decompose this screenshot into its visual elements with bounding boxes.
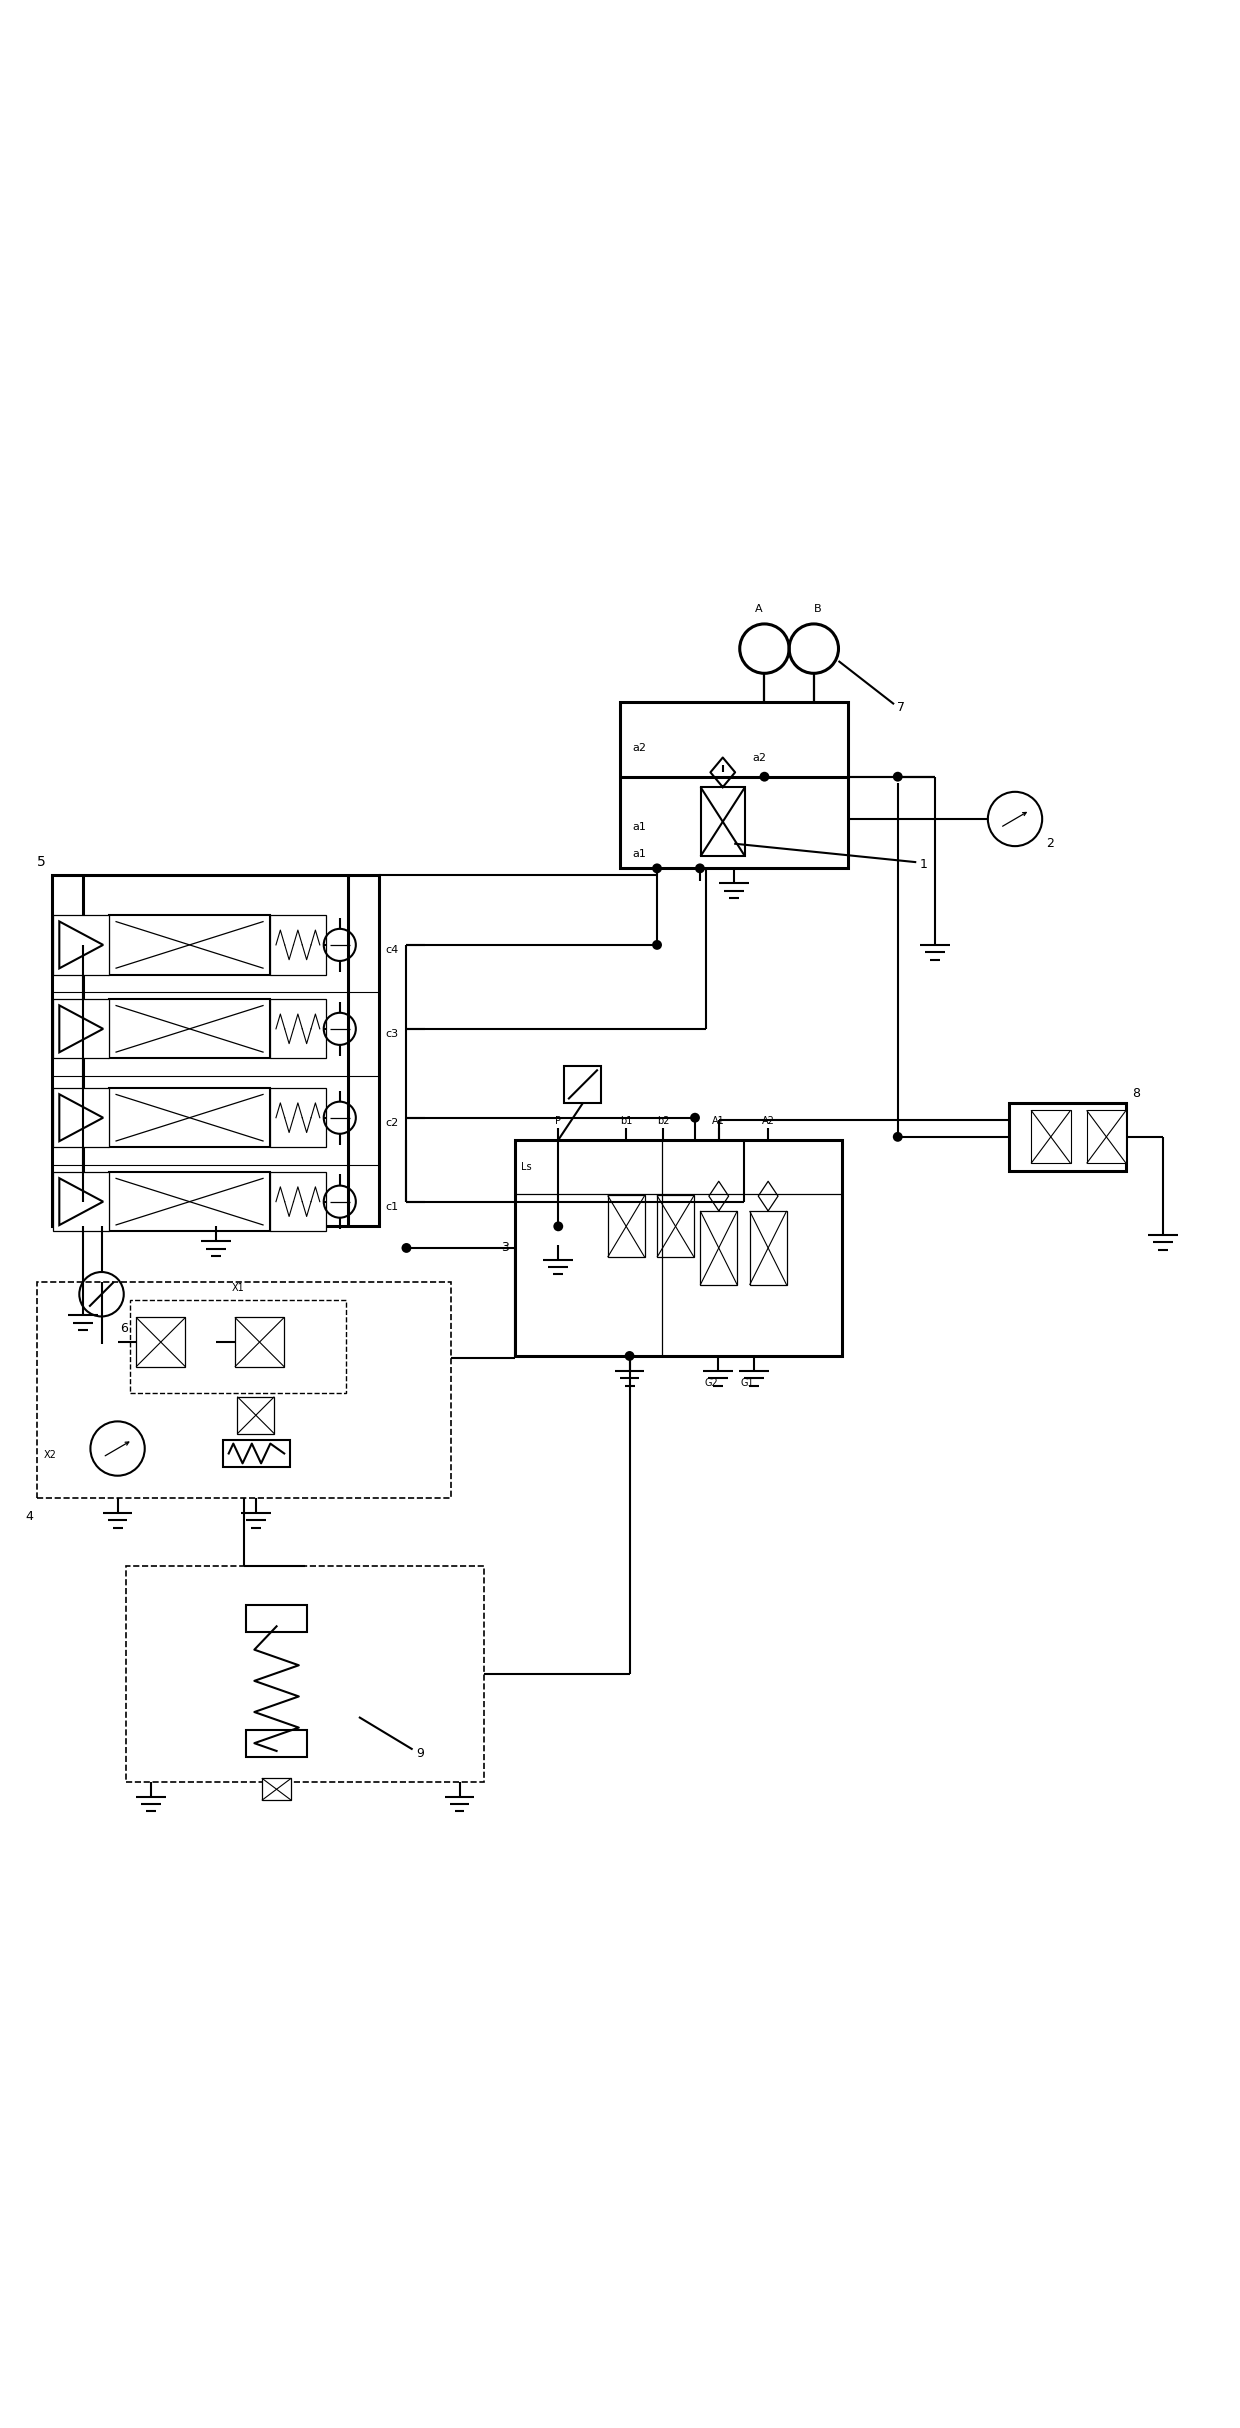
Text: 1: 1 <box>920 857 928 872</box>
Bar <box>262 1777 291 1799</box>
Circle shape <box>652 940 662 949</box>
Bar <box>130 1301 346 1394</box>
Circle shape <box>893 772 903 782</box>
Bar <box>1032 1110 1070 1163</box>
Text: 7: 7 <box>897 702 904 714</box>
Text: 5: 5 <box>37 855 46 869</box>
Text: c2: c2 <box>386 1117 399 1127</box>
Text: c4: c4 <box>386 944 399 954</box>
Bar <box>1086 1110 1126 1163</box>
Bar <box>109 1173 270 1231</box>
Text: A: A <box>754 605 763 614</box>
Text: G1: G1 <box>740 1379 754 1389</box>
Text: a1: a1 <box>632 847 646 860</box>
Circle shape <box>759 772 769 782</box>
Bar <box>222 1440 290 1467</box>
Bar <box>270 1173 326 1231</box>
Bar <box>270 1000 326 1059</box>
Bar <box>109 1000 270 1059</box>
Circle shape <box>689 1112 699 1122</box>
Bar <box>109 915 270 974</box>
Text: 3: 3 <box>501 1241 508 1255</box>
Bar <box>701 1212 738 1284</box>
Text: a1: a1 <box>632 821 646 833</box>
Bar <box>37 1282 451 1498</box>
Text: b2: b2 <box>657 1117 670 1127</box>
Bar <box>53 1088 109 1148</box>
Circle shape <box>694 864 704 874</box>
Bar <box>246 1605 308 1632</box>
Text: A1: A1 <box>713 1117 725 1127</box>
Bar <box>608 1195 645 1258</box>
Text: P: P <box>556 1117 562 1127</box>
Text: 9: 9 <box>417 1748 424 1760</box>
Text: a2: a2 <box>632 743 646 753</box>
Bar <box>515 1139 842 1355</box>
Circle shape <box>553 1221 563 1231</box>
Text: a2: a2 <box>753 753 766 762</box>
Bar <box>246 1731 308 1758</box>
Bar <box>270 915 326 974</box>
Bar <box>53 915 109 974</box>
Bar <box>701 787 745 857</box>
Text: X1: X1 <box>232 1282 244 1294</box>
Text: B: B <box>813 605 821 614</box>
Circle shape <box>402 1243 412 1253</box>
Circle shape <box>625 1350 635 1362</box>
Bar <box>237 1396 274 1433</box>
Text: G2: G2 <box>704 1379 719 1389</box>
Text: c3: c3 <box>386 1029 398 1039</box>
Text: 6: 6 <box>120 1323 128 1335</box>
Text: 2: 2 <box>1045 838 1054 850</box>
Bar <box>620 702 848 869</box>
Bar <box>53 1000 109 1059</box>
Bar <box>564 1066 601 1102</box>
Bar <box>750 1212 786 1284</box>
Text: Ls: Ls <box>521 1163 532 1173</box>
Bar <box>234 1318 284 1367</box>
Bar <box>136 1318 186 1367</box>
Text: A2: A2 <box>761 1117 775 1127</box>
Text: X2: X2 <box>43 1450 56 1459</box>
Circle shape <box>893 1131 903 1141</box>
Text: c1: c1 <box>386 1202 398 1212</box>
Circle shape <box>652 864 662 874</box>
Bar <box>1009 1102 1126 1170</box>
Bar <box>52 874 379 1226</box>
Bar <box>657 1195 694 1258</box>
Bar <box>53 1173 109 1231</box>
Text: 4: 4 <box>25 1510 33 1522</box>
Bar <box>126 1566 484 1782</box>
Bar <box>109 1088 270 1148</box>
Bar <box>270 1088 326 1148</box>
Text: 8: 8 <box>1132 1085 1141 1100</box>
Text: b1: b1 <box>620 1117 632 1127</box>
